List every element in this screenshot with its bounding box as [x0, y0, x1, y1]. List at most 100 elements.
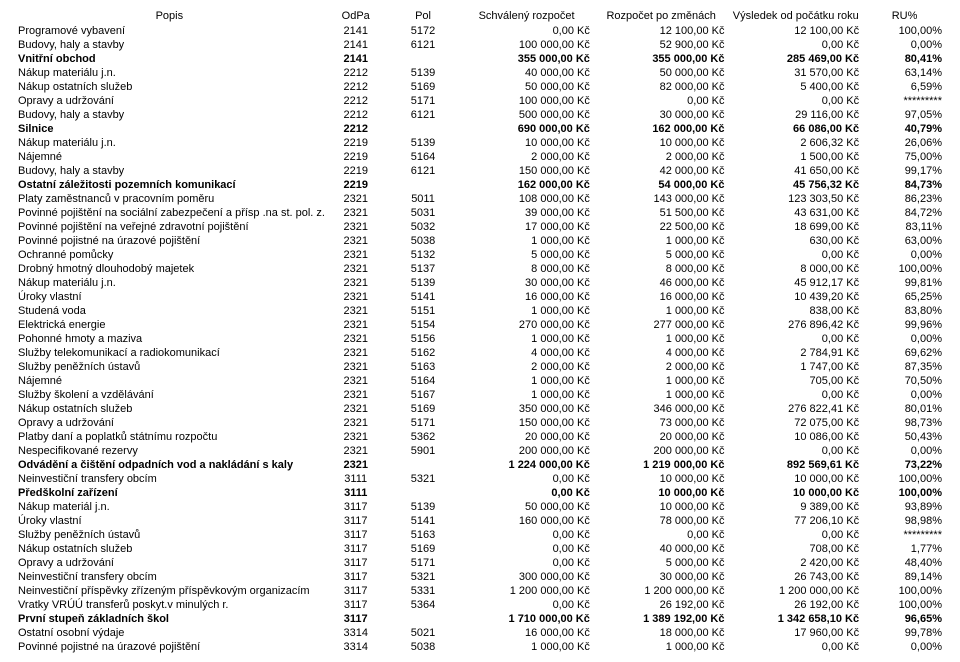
table-row: Služby telekomunikací a radiokomunikací2… — [14, 346, 946, 360]
col-rozp: Rozpočet po změnách — [594, 8, 729, 24]
cell-vysl: 45 756,32 Kč — [728, 178, 863, 192]
col-vysl: Výsledek od počátku roku — [728, 8, 863, 24]
cell-pol — [387, 458, 459, 472]
cell-ru: 97,05% — [863, 108, 946, 122]
cell-vysl: 26 192,00 Kč — [728, 598, 863, 612]
table-row: Nespecifikované rezervy23215901200 000,0… — [14, 444, 946, 458]
cell-ru: 0,00% — [863, 640, 946, 654]
cell-schv: 150 000,00 Kč — [459, 416, 594, 430]
cell-popis: Budovy, haly a stavby — [14, 164, 325, 178]
cell-pol — [387, 52, 459, 66]
cell-pol: 5132 — [387, 248, 459, 262]
cell-pol: 5171 — [387, 94, 459, 108]
cell-schv: 10 000,00 Kč — [459, 136, 594, 150]
cell-ru: ********* — [863, 94, 946, 108]
table-row: Služby peněžních ústavů232151632 000,00 … — [14, 360, 946, 374]
cell-pol: 5364 — [387, 598, 459, 612]
cell-popis: Silnice — [14, 122, 325, 136]
cell-rozp: 30 000,00 Kč — [594, 108, 729, 122]
cell-popis: Opravy a udržování — [14, 556, 325, 570]
cell-rozp: 54 000,00 Kč — [594, 178, 729, 192]
cell-schv: 30 000,00 Kč — [459, 276, 594, 290]
cell-pol: 5362 — [387, 430, 459, 444]
cell-popis: Úroky vlastní — [14, 514, 325, 528]
cell-odpa: 3117 — [325, 584, 387, 598]
cell-ru: 63,00% — [863, 234, 946, 248]
cell-popis: Elektrická energie — [14, 318, 325, 332]
cell-vysl: 630,00 Kč — [728, 234, 863, 248]
cell-rozp: 50 000,00 Kč — [594, 66, 729, 80]
cell-schv: 17 000,00 Kč — [459, 220, 594, 234]
cell-pol: 5139 — [387, 500, 459, 514]
cell-schv: 300 000,00 Kč — [459, 570, 594, 584]
cell-vysl: 66 086,00 Kč — [728, 122, 863, 136]
cell-ru: 100,00% — [863, 486, 946, 500]
cell-odpa: 2321 — [325, 248, 387, 262]
cell-popis: Nájemné — [14, 150, 325, 164]
cell-schv: 1 000,00 Kč — [459, 640, 594, 654]
table-row: Opravy a udržování23215171150 000,00 Kč7… — [14, 416, 946, 430]
table-row: Platby daní a poplatků státnímu rozpočtu… — [14, 430, 946, 444]
cell-ru: 86,23% — [863, 192, 946, 206]
cell-schv: 1 000,00 Kč — [459, 332, 594, 346]
cell-popis: Služby školení a vzdělávání — [14, 388, 325, 402]
cell-ru: 0,00% — [863, 444, 946, 458]
cell-vysl: 0,00 Kč — [728, 332, 863, 346]
cell-popis: Služby telekomunikací a radiokomunikací — [14, 346, 325, 360]
cell-pol: 6121 — [387, 108, 459, 122]
table-row: Neinvestiční transfery obcím31175321300 … — [14, 570, 946, 584]
cell-rozp: 1 000,00 Kč — [594, 332, 729, 346]
cell-odpa: 2321 — [325, 360, 387, 374]
cell-rozp: 5 000,00 Kč — [594, 248, 729, 262]
cell-odpa: 2212 — [325, 80, 387, 94]
cell-ru: 83,11% — [863, 220, 946, 234]
budget-table: Popis OdPa Pol Schválený rozpočet Rozpoč… — [14, 8, 946, 654]
cell-rozp: 1 389 192,00 Kč — [594, 612, 729, 626]
cell-odpa: 2321 — [325, 290, 387, 304]
cell-rozp: 346 000,00 Kč — [594, 402, 729, 416]
cell-vysl: 0,00 Kč — [728, 640, 863, 654]
cell-schv: 1 224 000,00 Kč — [459, 458, 594, 472]
table-row: Budovy, haly a stavby21416121100 000,00 … — [14, 38, 946, 52]
cell-popis: Povinné pojištění na sociální zabezpečen… — [14, 206, 325, 220]
table-row: Budovy, haly a stavby22196121150 000,00 … — [14, 164, 946, 178]
cell-popis: Studená voda — [14, 304, 325, 318]
cell-popis: Programové vybavení — [14, 24, 325, 38]
cell-rozp: 10 000,00 Kč — [594, 472, 729, 486]
cell-ru: 87,35% — [863, 360, 946, 374]
cell-rozp: 42 000,00 Kč — [594, 164, 729, 178]
cell-pol: 5331 — [387, 584, 459, 598]
cell-vysl: 2 420,00 Kč — [728, 556, 863, 570]
cell-odpa: 2212 — [325, 94, 387, 108]
cell-popis: Ostatní osobní výdaje — [14, 626, 325, 640]
cell-odpa: 3117 — [325, 612, 387, 626]
cell-pol: 5162 — [387, 346, 459, 360]
col-popis: Popis — [14, 8, 325, 24]
cell-rozp: 162 000,00 Kč — [594, 122, 729, 136]
cell-rozp: 8 000,00 Kč — [594, 262, 729, 276]
cell-pol: 5321 — [387, 570, 459, 584]
table-row: Platy zaměstnanců v pracovním poměru2321… — [14, 192, 946, 206]
cell-pol: 5137 — [387, 262, 459, 276]
cell-odpa: 2321 — [325, 430, 387, 444]
cell-ru: 80,41% — [863, 52, 946, 66]
cell-schv: 690 000,00 Kč — [459, 122, 594, 136]
table-row: Nájemné221951642 000,00 Kč2 000,00 Kč1 5… — [14, 150, 946, 164]
cell-schv: 50 000,00 Kč — [459, 500, 594, 514]
cell-vysl: 26 743,00 Kč — [728, 570, 863, 584]
cell-ru: 0,00% — [863, 38, 946, 52]
cell-schv: 1 000,00 Kč — [459, 388, 594, 402]
cell-schv: 4 000,00 Kč — [459, 346, 594, 360]
cell-rozp: 46 000,00 Kč — [594, 276, 729, 290]
cell-vysl: 2 606,32 Kč — [728, 136, 863, 150]
cell-ru: 26,06% — [863, 136, 946, 150]
cell-pol: 5021 — [387, 626, 459, 640]
cell-rozp: 4 000,00 Kč — [594, 346, 729, 360]
cell-vysl: 18 699,00 Kč — [728, 220, 863, 234]
cell-vysl: 5 400,00 Kč — [728, 80, 863, 94]
cell-popis: Služby peněžních ústavů — [14, 360, 325, 374]
cell-rozp: 12 100,00 Kč — [594, 24, 729, 38]
cell-pol: 5172 — [387, 24, 459, 38]
cell-vysl: 0,00 Kč — [728, 528, 863, 542]
cell-rozp: 20 000,00 Kč — [594, 430, 729, 444]
